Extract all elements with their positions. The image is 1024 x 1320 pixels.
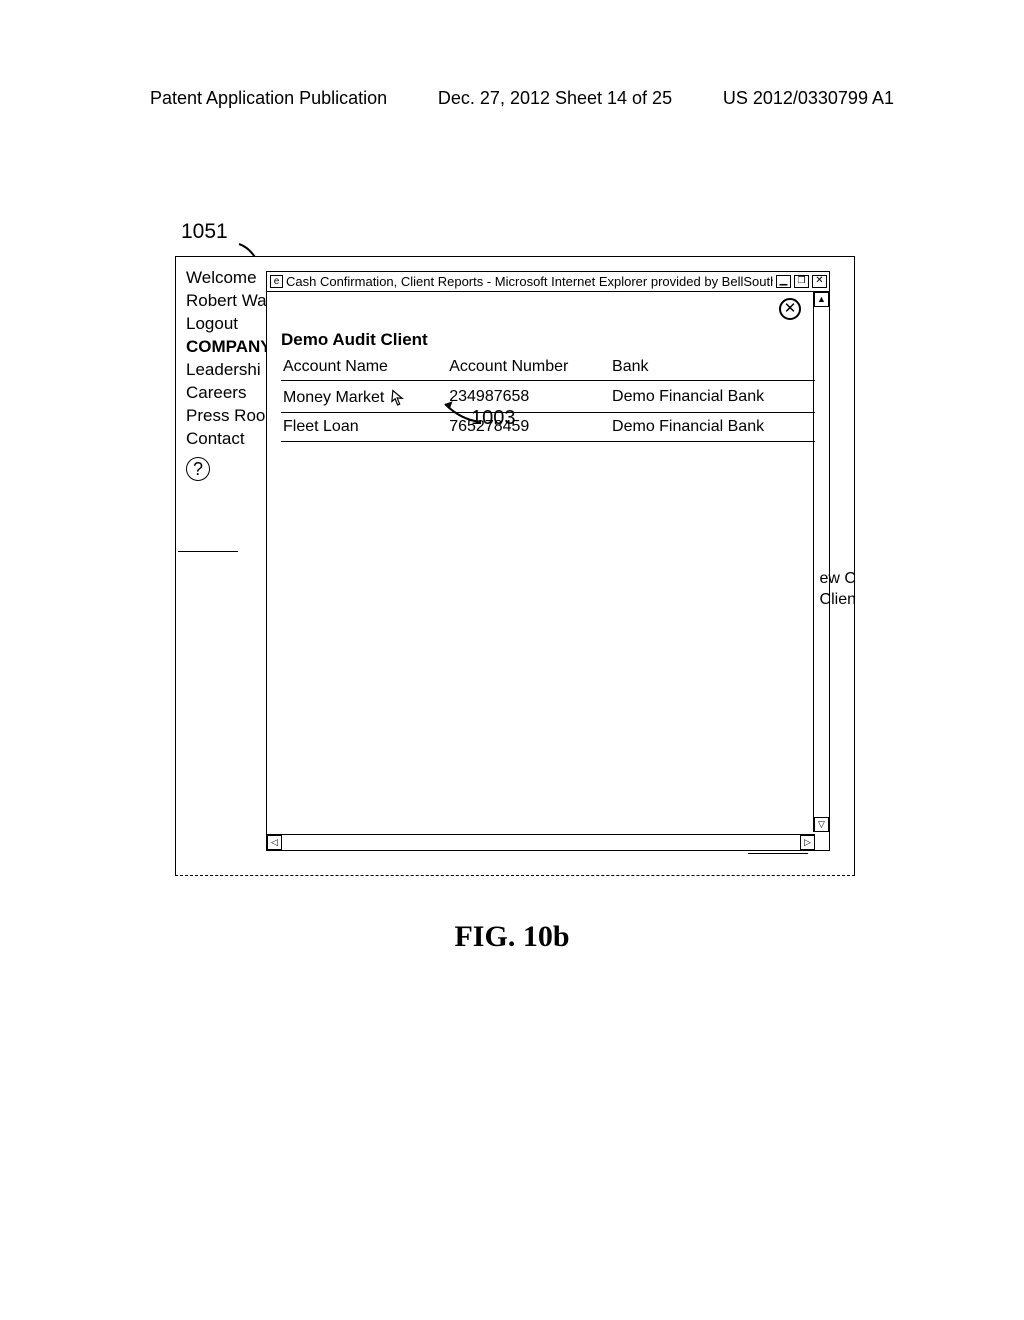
horizontal-scrollbar[interactable]: ◁ ▷	[267, 834, 815, 850]
col-account-name: Account Name	[281, 354, 447, 381]
parent-window-frame: Welcome Robert Wa Logout COMPANY Leaders…	[175, 256, 855, 876]
header-left: Patent Application Publication	[150, 88, 387, 109]
header-right: US 2012/0330799 A1	[723, 88, 894, 109]
cell-bank: Demo Financial Bank	[610, 381, 815, 413]
popup-body: ✕ Demo Audit Client Account Name Account…	[267, 292, 829, 828]
vertical-scrollbar[interactable]: ▲ ▽	[813, 292, 829, 832]
close-button[interactable]: ✕	[812, 275, 827, 288]
nav-contact[interactable]: Contact	[186, 428, 272, 451]
header-center: Dec. 27, 2012 Sheet 14 of 25	[438, 88, 672, 109]
scroll-up-button[interactable]: ▲	[814, 292, 829, 307]
col-bank: Bank	[610, 354, 815, 381]
nav-careers[interactable]: Careers	[186, 382, 272, 405]
table-row[interactable]: Money Market 234987658 Demo Financial Ba…	[281, 381, 815, 413]
sidebar: Welcome Robert Wa Logout COMPANY Leaders…	[186, 267, 272, 552]
accounts-table: Account Name Account Number Bank Money M…	[281, 354, 815, 442]
company-heading: COMPANY	[186, 336, 272, 359]
minimize-button[interactable]: ▁	[776, 275, 791, 288]
outer-scrollbar-fragment	[748, 853, 808, 865]
clipped-text: ew C Clien	[820, 569, 856, 611]
scroll-right-button[interactable]: ▷	[800, 835, 815, 850]
table-row[interactable]: Fleet Loan 765278459 Demo Financial Bank	[281, 413, 815, 442]
nav-leadership[interactable]: Leadershi	[186, 359, 272, 382]
ref-label-1003: 1003	[471, 407, 516, 430]
cell-text: Money Market	[283, 389, 384, 406]
help-icon[interactable]: ?	[186, 457, 210, 481]
cell-bank: Demo Financial Bank	[610, 413, 815, 442]
maximize-button[interactable]: ❐	[794, 275, 809, 288]
clipped-line1: ew C	[820, 569, 856, 590]
close-circle-icon[interactable]: ✕	[779, 298, 801, 320]
table-header-row: Account Name Account Number Bank	[281, 354, 815, 381]
figure-caption: FIG. 10b	[0, 920, 1024, 954]
ref-label-1051: 1051	[181, 220, 228, 244]
popup-window: e Cash Confirmation, Client Reports - Mi…	[266, 271, 830, 851]
window-title: Cash Confirmation, Client Reports - Micr…	[286, 274, 773, 289]
user-name: Robert Wa	[186, 290, 272, 313]
cell-account-name: Money Market	[281, 381, 447, 413]
page-header: Patent Application Publication Dec. 27, …	[0, 88, 1024, 109]
clipped-line2: Clien	[820, 590, 856, 611]
sidebar-divider	[178, 551, 238, 552]
cell-account-name: Fleet Loan	[281, 413, 447, 442]
client-heading: Demo Audit Client	[281, 330, 815, 350]
figure-area: 1051 Welcome Robert Wa Logout COMPANY Le…	[175, 256, 855, 876]
cursor-icon	[390, 389, 406, 411]
col-account-number: Account Number	[447, 354, 610, 381]
welcome-text: Welcome	[186, 267, 272, 290]
scroll-down-button[interactable]: ▽	[814, 817, 829, 832]
nav-press[interactable]: Press Roo	[186, 405, 272, 428]
logout-link[interactable]: Logout	[186, 313, 272, 336]
ie-icon: e	[270, 275, 283, 288]
titlebar: e Cash Confirmation, Client Reports - Mi…	[267, 272, 829, 292]
scroll-left-button[interactable]: ◁	[267, 835, 282, 850]
